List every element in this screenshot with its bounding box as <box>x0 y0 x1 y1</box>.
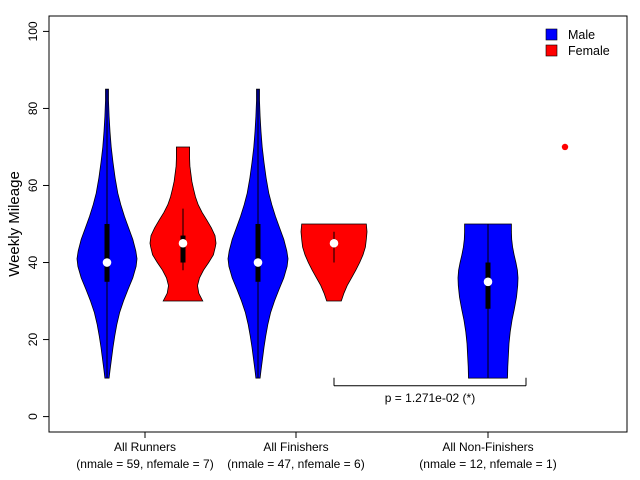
plot-frame <box>48 15 628 433</box>
violin-median-4 <box>483 277 493 287</box>
y-axis: 0 20 40 60 80 100 <box>26 21 49 420</box>
y-tick-label: 100 <box>26 21 40 41</box>
x-axis: All Runners (nmale = 59, nfemale = 7) All … <box>76 432 557 471</box>
plot-layer <box>76 88 569 379</box>
legend-swatch-female <box>545 44 558 57</box>
violin-box-2 <box>255 224 261 282</box>
violin-median-1 <box>178 238 188 248</box>
legend: Male Female <box>545 28 610 58</box>
legend-label-female: Female <box>568 44 610 58</box>
y-axis-label: Weekly Mileage <box>6 171 23 277</box>
x-group-sublabel: (nmale = 12, nfemale = 1) <box>419 457 556 471</box>
legend-swatch-male <box>545 28 558 41</box>
y-tick-label: 20 <box>26 333 40 347</box>
violin-box-0 <box>104 224 110 282</box>
x-group-label: All Finishers <box>263 440 328 454</box>
x-group-label: All Runners <box>114 440 176 454</box>
violin-median-0 <box>102 258 112 267</box>
y-tick-label: 80 <box>26 101 40 115</box>
legend-label-male: Male <box>568 28 595 42</box>
y-tick-label: 0 <box>26 413 40 420</box>
x-group-sublabel: (nmale = 47, nfemale = 6) <box>227 457 364 471</box>
violin-median-2 <box>253 258 263 267</box>
data-point-0 <box>561 143 569 151</box>
violin-box-1 <box>180 235 186 263</box>
violin-median-3 <box>329 238 339 248</box>
x-group-label: All Non-Finishers <box>442 440 533 454</box>
x-group-sublabel: (nmale = 59, nfemale = 7) <box>76 457 213 471</box>
significance-label: p = 1.271e-02 (*) <box>385 391 475 405</box>
y-tick-label: 40 <box>26 256 40 270</box>
y-tick-label: 60 <box>26 178 40 192</box>
annotation-layer: p = 1.271e-02 (*) <box>333 377 527 405</box>
